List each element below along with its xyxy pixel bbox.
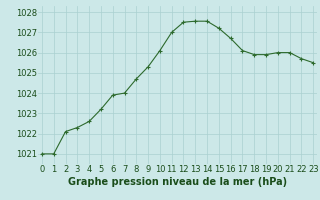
X-axis label: Graphe pression niveau de la mer (hPa): Graphe pression niveau de la mer (hPa) <box>68 177 287 187</box>
